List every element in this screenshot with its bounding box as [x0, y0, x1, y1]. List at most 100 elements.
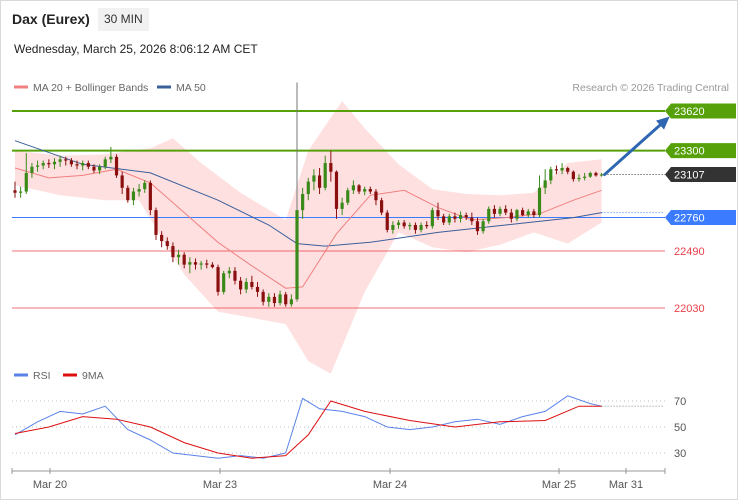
ma20-legend-label: MA 20 + Bollinger Bands [33, 82, 148, 94]
candle [588, 171, 592, 178]
level-label-22760: 22760 [674, 213, 705, 225]
candle [532, 208, 536, 218]
candle [289, 294, 293, 307]
candle [126, 185, 130, 203]
candle [284, 291, 288, 307]
candle [58, 155, 62, 167]
candle [64, 156, 68, 166]
candle [368, 186, 372, 195]
level-label-23300: 23300 [674, 146, 705, 158]
candle [391, 221, 395, 234]
candle [306, 177, 310, 201]
candle [216, 264, 220, 296]
candle [329, 150, 333, 182]
candle [346, 187, 350, 206]
bollinger-band-area [15, 101, 602, 374]
candle [233, 267, 237, 285]
candle [205, 259, 209, 269]
candle [334, 170, 339, 219]
candle [301, 187, 305, 219]
candle [120, 171, 124, 195]
level-tag-23300 [665, 143, 736, 159]
candle [210, 262, 214, 269]
candle [154, 207, 158, 240]
candle [69, 158, 73, 167]
candle [374, 189, 378, 206]
candle [554, 165, 559, 175]
candle [492, 205, 496, 218]
candle [81, 160, 85, 171]
candle [182, 252, 186, 269]
candle [442, 213, 446, 225]
price-levels: 23620 23300 23107 22760 22490 22030 [12, 103, 736, 315]
candlesticks [13, 82, 604, 307]
candle [52, 158, 57, 170]
candle [543, 169, 547, 195]
candle [244, 278, 248, 294]
price-legend: MA 20 + Bollinger Bands MA 50 [14, 82, 206, 94]
candle [143, 180, 147, 193]
candle [272, 293, 277, 307]
candle [312, 169, 316, 191]
level-label-22490: 22490 [674, 246, 705, 258]
candle [515, 208, 519, 222]
candle [447, 213, 451, 225]
candle [148, 180, 152, 216]
level-label-22030: 22030 [674, 303, 705, 315]
candle [267, 293, 271, 307]
candle [323, 155, 327, 191]
level-tag-23107 [665, 167, 736, 183]
candle [227, 267, 231, 279]
candle [47, 159, 51, 168]
candle [19, 186, 23, 198]
candle [396, 220, 401, 229]
candle [577, 174, 581, 182]
candle [402, 220, 406, 229]
bollinger-bands [15, 101, 602, 374]
x-tick-label: Mar 24 [373, 479, 407, 491]
rsi-ma-legend-label: 9MA [82, 370, 104, 382]
rsi-level-label-30: 30 [674, 448, 686, 460]
x-tick-label: Mar 23 [203, 479, 237, 491]
candle [481, 218, 485, 234]
candle [261, 289, 265, 306]
candle [103, 156, 107, 170]
ma20-legend-swatch [14, 85, 28, 89]
candle [295, 82, 299, 302]
candle [109, 146, 113, 164]
candle [188, 257, 192, 274]
candle [458, 211, 463, 223]
candle [199, 260, 203, 270]
candle [86, 160, 90, 170]
candle [114, 154, 119, 178]
candle [599, 172, 604, 177]
ma50-legend-swatch [157, 85, 171, 89]
candle [487, 206, 491, 224]
candle [131, 187, 136, 206]
candle [363, 186, 367, 196]
level-label-23107: 23107 [674, 170, 705, 182]
candle [498, 206, 502, 217]
candle [504, 205, 508, 216]
ma50-legend-label: MA 50 [176, 82, 206, 94]
candle [193, 258, 198, 270]
candle [464, 212, 468, 221]
forecast-arrow-line [603, 118, 667, 177]
candle [41, 160, 45, 170]
candle [549, 166, 553, 185]
candle [380, 197, 384, 216]
candle [255, 281, 260, 297]
candle [566, 166, 570, 175]
timeframe-badge[interactable]: 30 MIN [98, 8, 149, 31]
candle [537, 175, 542, 218]
candle [425, 221, 429, 229]
x-tick-label: Mar 31 [609, 479, 643, 491]
candle [171, 242, 175, 263]
candle [30, 163, 34, 178]
rsi-panel: 70 50 30 [12, 395, 686, 460]
rsi-legend-label: RSI [33, 370, 51, 382]
rsi-level-label-70: 70 [674, 396, 686, 408]
x-tick-label: Mar 20 [33, 479, 67, 491]
